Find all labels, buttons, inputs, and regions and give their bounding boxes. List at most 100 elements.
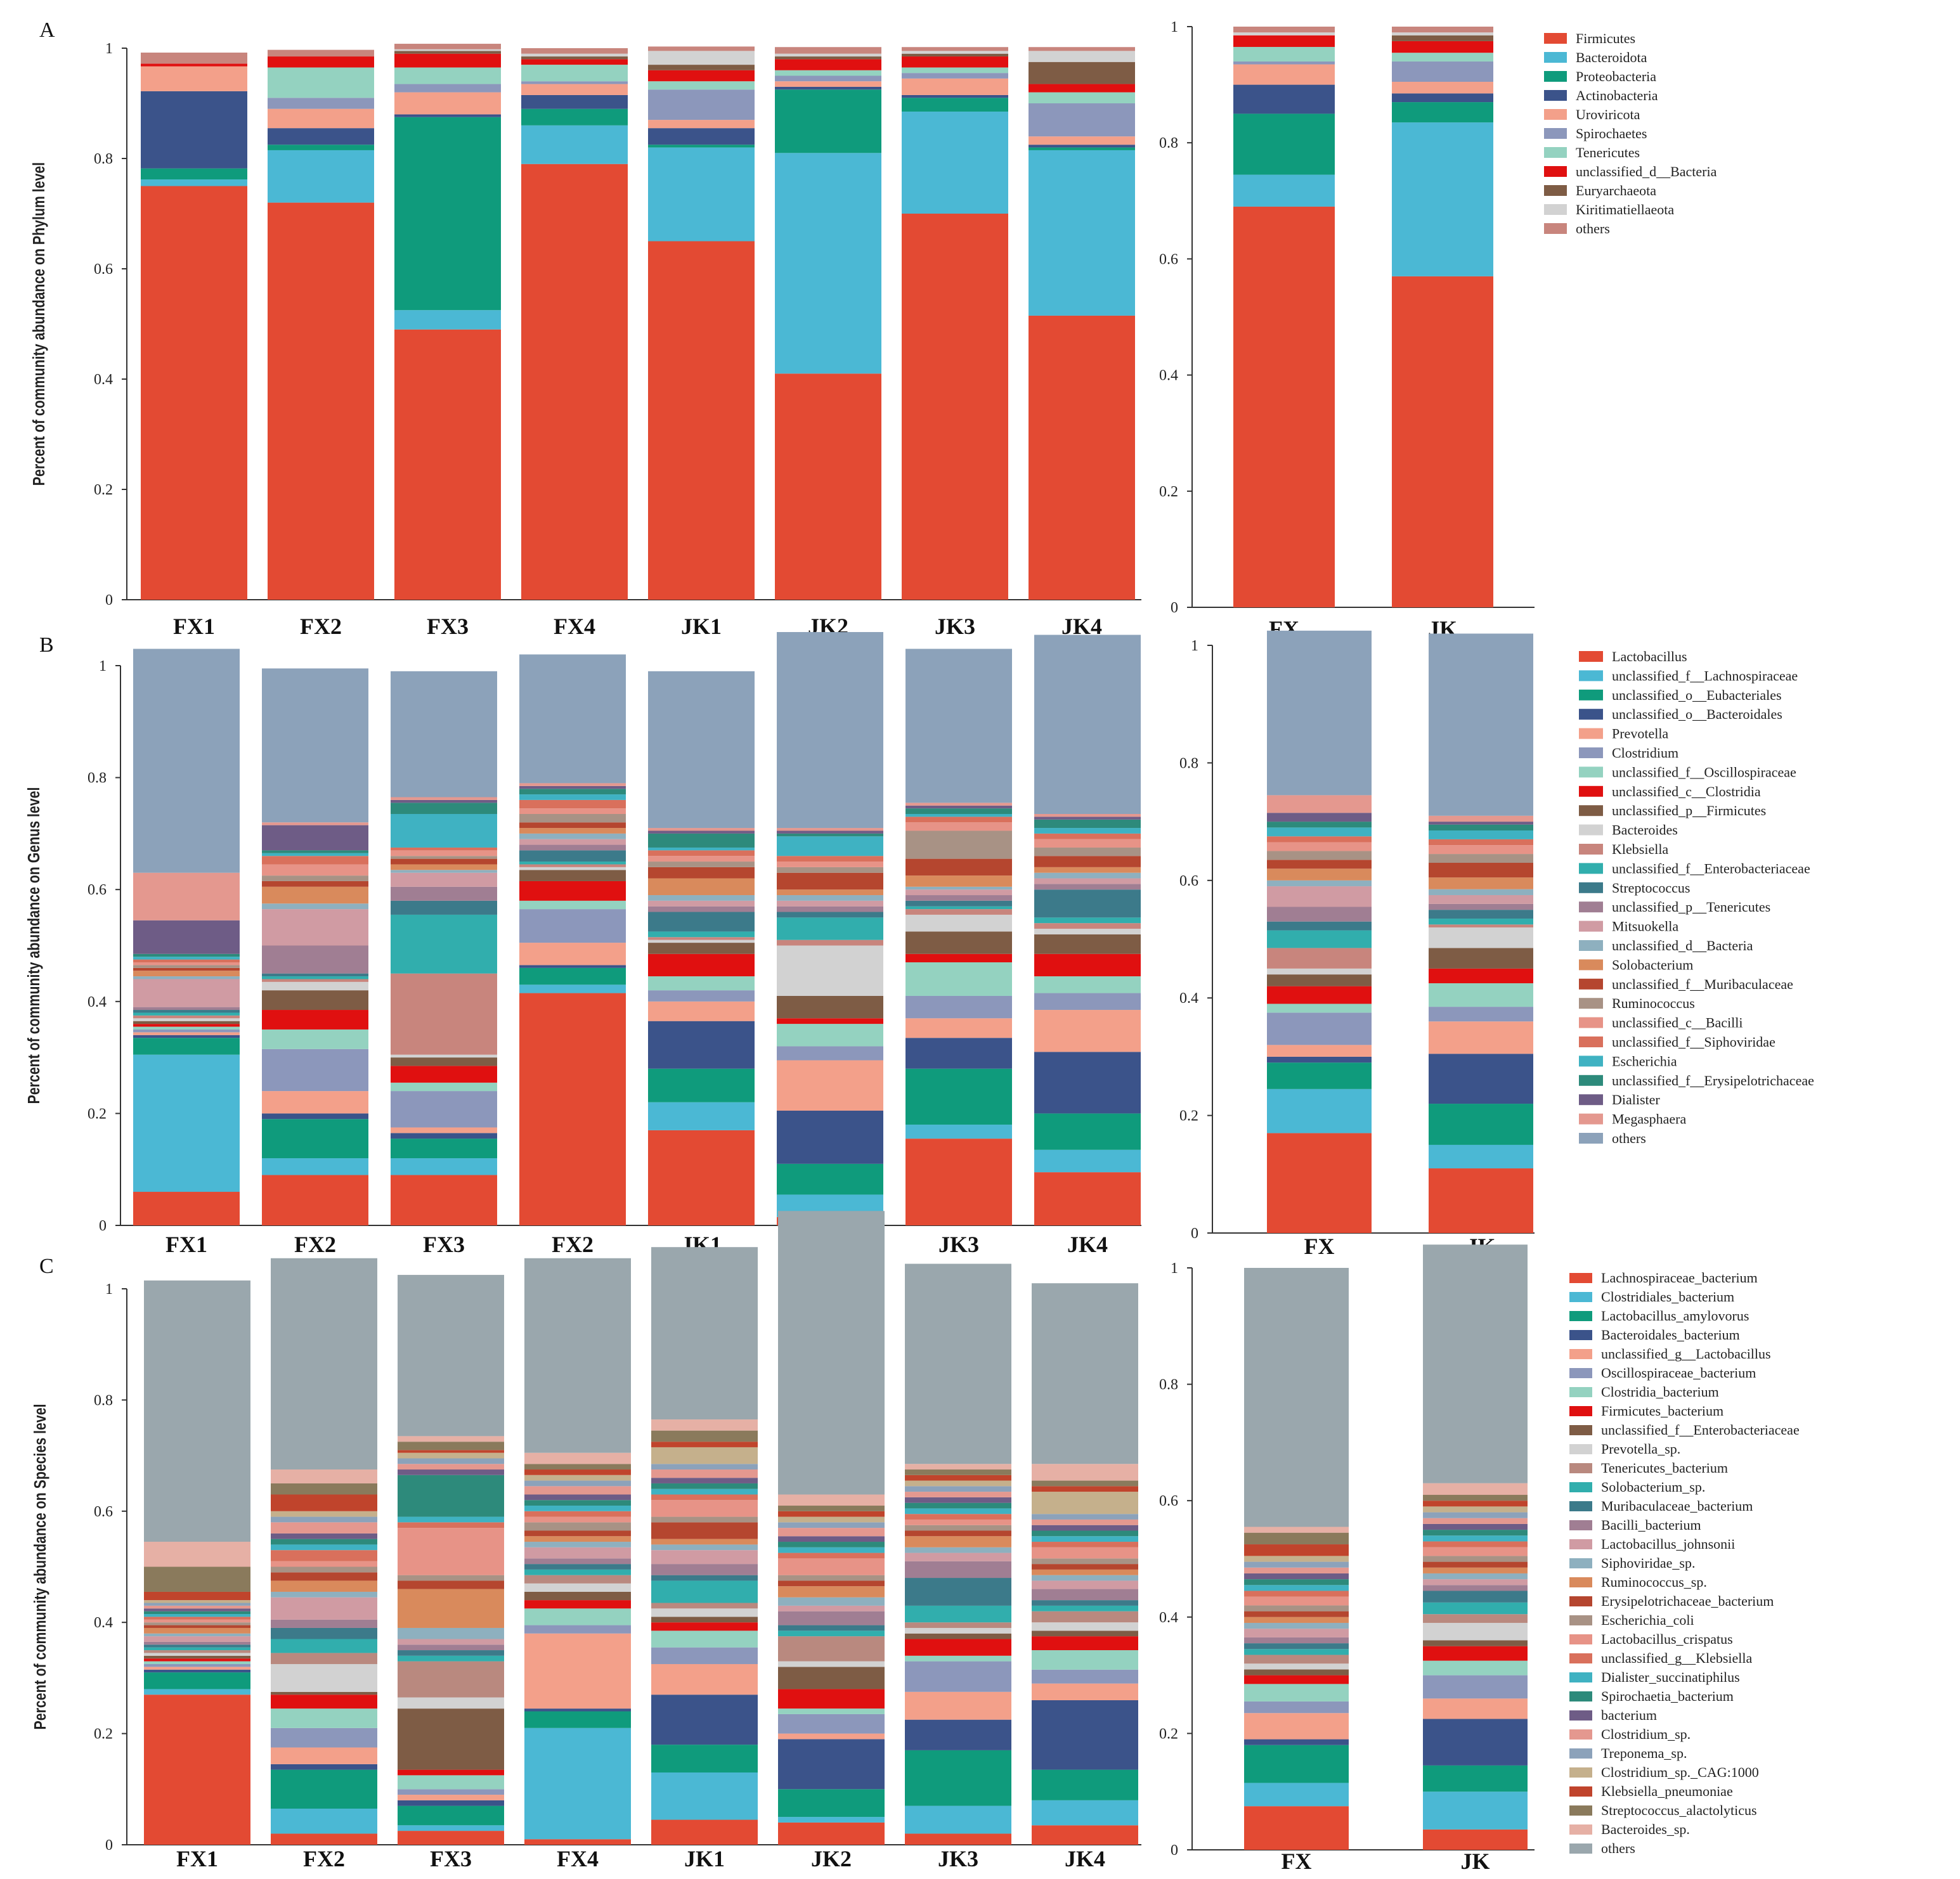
panel-a-right-y-tick-label: 0.8 [1159, 135, 1178, 152]
panel-b-bar-jk4-segment [1034, 976, 1141, 993]
legend-item-label: unclassified_f__Erysipelotrichaceae [1612, 1073, 1814, 1088]
legend-swatch [1579, 824, 1603, 836]
panel-b-bar-fx3-segment [391, 797, 497, 800]
panel-c-bar-jk-segment [1423, 1506, 1528, 1513]
legend-item-label: Siphoviridae_sp. [1601, 1555, 1696, 1571]
panel-c-x-tick-label: FX1 [176, 1846, 218, 1871]
panel-a-bar-fx4-segment [521, 59, 628, 65]
panel-b-bar-fx2-segment [262, 1049, 368, 1092]
panel-b-bar-fx2-segment [262, 973, 368, 977]
panel-b-bar-jk4-segment [1034, 635, 1141, 814]
legend-item-label: unclassified_f__Enterobacteriaceae [1612, 860, 1810, 876]
panel-c-bar-fx1-segment [144, 1655, 250, 1659]
panel-c-bar-fx2-segment [271, 1769, 377, 1809]
panel-b-bar-fx3-segment [391, 1133, 497, 1139]
panel-c-bar-jk2-segment [778, 1522, 885, 1528]
legend-swatch [1544, 185, 1567, 196]
legend-swatch [1569, 1520, 1592, 1530]
panel-c-bar-fx4-segment [524, 1486, 631, 1495]
panel-a-bar-jk2-segment [775, 373, 881, 600]
panel-a-bar-fx2-segment [268, 128, 374, 145]
panel-b-bar-fx1-segment [133, 1015, 240, 1019]
panel-b-bar-fx-segment [1267, 795, 1372, 813]
panel-b-bar-fx3-segment [391, 813, 497, 848]
panel-c-bar-fx-segment [1244, 1684, 1349, 1701]
panel-a-bar-jk-segment [1392, 61, 1493, 82]
panel-c-bar-fx4-segment [524, 1608, 631, 1625]
panel-b-y-axis-title: Percent of community abundance on Genus … [25, 787, 44, 1104]
panel-b-bar-fx1-segment [133, 962, 240, 965]
panel-a-bar-jk3-segment [902, 51, 1008, 54]
panel-b-bar-jk-segment [1429, 924, 1533, 927]
panel-c-bar-fx-segment [1244, 1617, 1349, 1623]
panel-a-bar-fx3-segment [394, 53, 501, 68]
panel-a-bar-fx2-segment [268, 98, 374, 109]
panel-b-bar-fx2-segment [519, 909, 626, 943]
panel-c-bar-fx-segment [1244, 1544, 1349, 1556]
panel-a-bar-jk3-segment [902, 214, 1008, 600]
panel-b-bar-jk4-segment [1034, 856, 1141, 867]
panel-b-bar-fx3-segment [391, 1057, 497, 1066]
panel-b-bar-jk3-segment [905, 895, 1012, 901]
panel-a-bar-jk3-segment [902, 67, 1008, 74]
panel-c-bar-jk-segment [1423, 1523, 1528, 1530]
panel-c-y-axis-title: Percent of community abundance on Specie… [31, 1404, 50, 1730]
panel-c-bar-fx3-segment [398, 1436, 504, 1442]
panel-a-x-tick-label: FX3 [427, 614, 469, 639]
panel-b-bar-fx2-segment [519, 943, 626, 965]
panel-c-bar-fx1-segment [144, 1633, 250, 1637]
panel-a-bar-fx3-segment [394, 44, 501, 49]
panel-b-bar-jk-segment [1429, 830, 1533, 839]
panel-b-bar-jk3-segment [905, 830, 1012, 859]
panel-c-right-y-tick-label: 0.2 [1159, 1726, 1178, 1742]
legend-swatch [1569, 1482, 1592, 1492]
panel-c-bar-jk1-segment [651, 1564, 758, 1575]
panel-a-bar-fx-segment [1233, 174, 1335, 207]
panel-c-bar-jk4-segment [1032, 1611, 1138, 1623]
panel-c-bar-fx1-segment [144, 1605, 250, 1609]
panel-b-bar-fx-segment [1267, 868, 1372, 881]
legend-item-label: Streptococcus [1612, 880, 1690, 896]
panel-a-bar-fx4-segment [521, 53, 628, 57]
panel-c-bar-jk4-segment [1032, 1486, 1138, 1492]
panel-c-bar-jk2-segment [778, 1630, 885, 1637]
legend-item-label: Lactobacillus_crispatus [1601, 1631, 1733, 1647]
legend-swatch [1544, 90, 1567, 101]
panel-c-bar-jk4-segment [1032, 1542, 1138, 1547]
panel-b-bar-fx3-segment [391, 973, 497, 1055]
panel-c-bar-fx1-segment [144, 1641, 250, 1645]
panel-b-bar-jk1-segment [648, 1102, 755, 1130]
panel-a-bar-jk1-segment [648, 51, 755, 65]
panel-c-bar-fx2-segment [271, 1627, 377, 1639]
panel-b-bar-jk-segment [1429, 1021, 1533, 1054]
panel-c-bar-fx4-segment [524, 1500, 631, 1506]
panel-c-bar-fx3-segment [398, 1450, 504, 1453]
legend-item-label: Mitsuokella [1612, 919, 1678, 934]
panel-c-bar-jk-segment [1423, 1591, 1528, 1603]
panel-a-bar-fx3-segment [394, 310, 501, 330]
panel-a-bar-jk-segment [1392, 82, 1493, 94]
legend-swatch [1579, 1075, 1603, 1086]
legend-item-label: Clostridium_sp._CAG:1000 [1601, 1764, 1759, 1780]
panel-a-x-tick-label: FX1 [173, 614, 215, 639]
panel-a-bar-jk4-segment [1029, 136, 1135, 145]
legend-item-label: Actinobacteria [1576, 87, 1658, 103]
panel-c-bar-fx4-segment [524, 1522, 631, 1531]
panel-b-x-tick-label: JK3 [938, 1232, 979, 1257]
panel-c-bar-jk4-segment [1032, 1683, 1138, 1700]
panel-c-bar-jk-segment [1423, 1792, 1528, 1830]
panel-c-bar-fx-segment [1244, 1579, 1349, 1585]
panel-b-bar-fx-segment [1267, 1004, 1372, 1013]
legend-item-label: unclassified_d__Bacteria [1576, 164, 1717, 179]
panel-a-bar-jk2-segment [775, 59, 881, 70]
panel-b-bar-jk3-segment [905, 649, 1012, 803]
legend-item-label: Dialister [1612, 1092, 1660, 1107]
panel-a-bar-fx1-segment [141, 186, 247, 600]
legend-item-label: Clostridium_sp. [1601, 1726, 1691, 1742]
panel-a-bar-fx1-segment [141, 52, 247, 64]
panel-b-bar-jk2-segment [777, 856, 883, 862]
panel-c-bar-fx2-segment [271, 1580, 377, 1592]
panel-a-bar-fx1-segment [141, 66, 247, 91]
panel-c-bar-fx-segment [1244, 1783, 1349, 1807]
panel-b-bar-jk3-segment [905, 817, 1012, 823]
